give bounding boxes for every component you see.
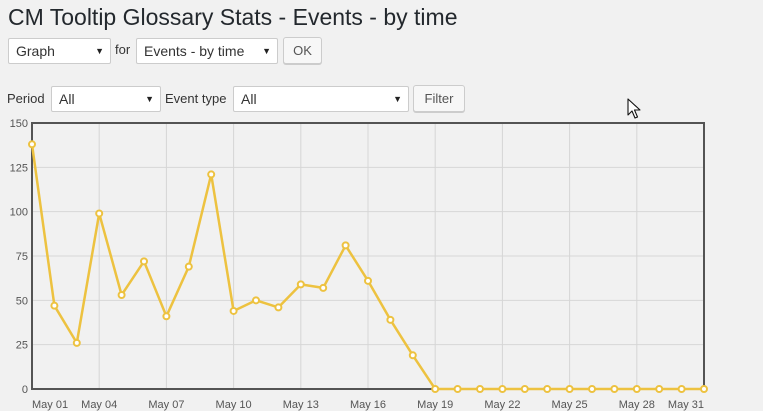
x-tick-label: May 28: [619, 399, 655, 411]
period-label: Period: [7, 91, 45, 106]
data-point: [408, 351, 417, 360]
report-select[interactable]: Events - by time ▼: [136, 38, 278, 64]
data-point: [498, 385, 507, 393]
x-tick-label: May 31: [668, 399, 704, 411]
x-tick-label: May 25: [552, 399, 588, 411]
event-type-select-value: All: [241, 91, 257, 107]
data-point: [431, 385, 440, 393]
period-select-value: All: [59, 91, 75, 107]
data-point: [655, 385, 664, 393]
data-point: [677, 385, 686, 393]
y-tick-label: 75: [16, 251, 28, 263]
data-point: [453, 385, 462, 393]
data-point: [319, 283, 328, 292]
x-tick-label: May 04: [81, 399, 117, 411]
data-point: [184, 262, 193, 271]
event-type-label: Event type: [165, 91, 227, 106]
y-tick-label: 125: [10, 162, 28, 174]
data-point: [50, 301, 59, 310]
data-point: [588, 385, 596, 393]
period-select[interactable]: All ▼: [51, 86, 161, 112]
data-point: [610, 385, 619, 393]
data-point: [520, 385, 529, 393]
data-point: [117, 291, 126, 300]
data-point: [476, 385, 484, 393]
events-line-chart: 0 25 50 75 100 125 150 May 01 May 04 May 07 May 10…: [10, 118, 708, 411]
data-point: [274, 303, 283, 312]
view-select[interactable]: Graph ▼: [8, 38, 111, 64]
data-point: [28, 140, 36, 149]
x-tick-label: May 16: [350, 399, 386, 411]
view-select-value: Graph: [16, 43, 55, 59]
data-point: [229, 306, 238, 315]
data-point: [341, 241, 350, 250]
chevron-down-icon: ▼: [95, 46, 104, 56]
y-tick-label: 100: [10, 207, 28, 219]
data-point: [565, 385, 574, 393]
event-type-select[interactable]: All ▼: [233, 86, 409, 112]
x-tick-label: May 10: [216, 399, 252, 411]
x-tick-label: May 13: [283, 399, 319, 411]
filter-button[interactable]: Filter: [413, 85, 465, 112]
data-point: [207, 170, 216, 179]
chevron-down-icon: ▼: [393, 94, 402, 104]
data-point: [252, 296, 260, 305]
data-point: [543, 385, 552, 393]
y-tick-label: 50: [16, 295, 28, 307]
report-select-value: Events - by time: [144, 43, 245, 59]
for-label: for: [115, 42, 131, 57]
data-point: [632, 385, 641, 393]
data-point: [95, 209, 104, 218]
y-tick-label: 150: [10, 118, 28, 130]
plot-border: [31, 122, 705, 390]
data-point: [72, 338, 81, 347]
data-point: [162, 312, 171, 321]
data-point: [296, 280, 305, 289]
data-point: [140, 257, 148, 266]
data-point: [700, 385, 708, 393]
y-tick-label: 0: [22, 384, 28, 396]
data-point: [364, 276, 372, 285]
x-tick-label: May 22: [484, 399, 520, 411]
chevron-down-icon: ▼: [145, 94, 154, 104]
ok-button[interactable]: OK: [283, 37, 322, 64]
x-tick-label: May 07: [148, 399, 184, 411]
mouse-pointer-icon: [627, 98, 641, 119]
y-tick-label: 25: [16, 340, 28, 352]
page-title: CM Tooltip Glossary Stats - Events - by …: [8, 4, 458, 30]
chevron-down-icon: ▼: [262, 46, 271, 56]
x-tick-label: May 19: [417, 399, 453, 411]
data-point: [386, 315, 395, 324]
x-tick-label: May 01: [32, 399, 68, 411]
